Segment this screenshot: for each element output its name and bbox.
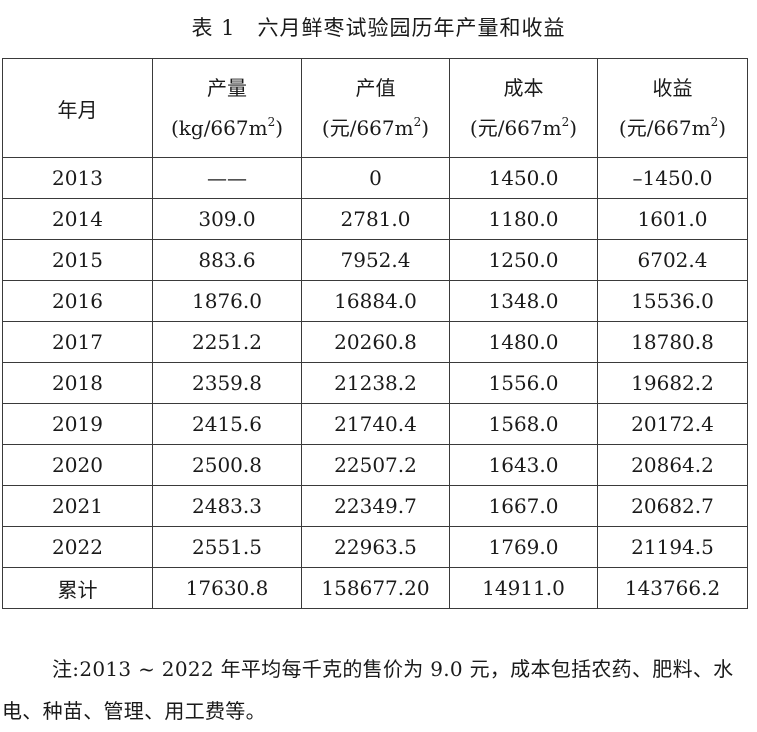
cell-year: 累计 (2, 567, 153, 609)
table-number: 表 1 (191, 16, 236, 40)
table-row: 2016 1876.0 16884.0 1348.0 15536.0 (2, 280, 748, 322)
cell-output-value: 2781.0 (301, 198, 450, 240)
cell-profit: 1601.0 (597, 198, 748, 240)
cell-cost: 1480.0 (449, 321, 598, 363)
table-row: 2015 883.6 7952.4 1250.0 6702.4 (2, 239, 748, 281)
header-unit: (kg/667m2) (170, 115, 284, 140)
cell-profit: –1450.0 (597, 157, 748, 199)
header-year: 年月 (2, 58, 153, 158)
cell-cost: 14911.0 (449, 567, 598, 609)
table-row: 2019 2415.6 21740.4 1568.0 20172.4 (2, 403, 748, 445)
header-name: 成本 (503, 76, 544, 100)
cell-profit: 19682.2 (597, 362, 748, 404)
header-profit: 收益 (元/667m2) (597, 58, 748, 158)
cell-cost: 1250.0 (449, 239, 598, 281)
cell-yield: 17630.8 (152, 567, 302, 609)
yield-revenue-table: 年月 产量 (kg/667m2) 产值 (元/667m2) 成本 (元/667m… (2, 58, 748, 609)
cell-cost: 1769.0 (449, 526, 598, 568)
cell-year: 2021 (2, 485, 153, 527)
table-row: 2020 2500.8 22507.2 1643.0 20864.2 (2, 444, 748, 486)
header-yield: 产量 (kg/667m2) (152, 58, 302, 158)
table-note: 注:2013 ~ 2022 年平均每千克的售价为 9.0 元，成本包括农药、肥料… (2, 657, 734, 723)
cell-profit: 20172.4 (597, 403, 748, 445)
cell-output-value: 0 (301, 157, 450, 199)
cell-year: 2014 (2, 198, 153, 240)
cell-output-value: 21238.2 (301, 362, 450, 404)
cell-yield: 2415.6 (152, 403, 302, 445)
table-row: 2018 2359.8 21238.2 1556.0 19682.2 (2, 362, 748, 404)
table-row: 2014 309.0 2781.0 1180.0 1601.0 (2, 198, 748, 240)
table-total-row: 累计 17630.8 158677.20 14911.0 143766.2 (2, 567, 748, 609)
table-caption: 表 1 六月鲜枣试验园历年产量和收益 (0, 12, 757, 42)
header-unit: (元/667m2) (618, 115, 727, 140)
cell-cost: 1348.0 (449, 280, 598, 322)
cell-output-value: 158677.20 (301, 567, 450, 609)
table-title: 六月鲜枣试验园历年产量和收益 (257, 16, 566, 40)
cell-cost: 1556.0 (449, 362, 598, 404)
cell-yield: 883.6 (152, 239, 302, 281)
cell-profit: 18780.8 (597, 321, 748, 363)
cell-profit: 21194.5 (597, 526, 748, 568)
table-header-row: 年月 产量 (kg/667m2) 产值 (元/667m2) 成本 (元/667m… (2, 58, 748, 158)
header-output-value: 产值 (元/667m2) (301, 58, 450, 158)
cell-profit: 6702.4 (597, 239, 748, 281)
header-name: 收益 (652, 76, 693, 100)
cell-year: 2013 (2, 157, 153, 199)
header-name: 年月 (57, 97, 98, 122)
cell-yield: 2500.8 (152, 444, 302, 486)
cell-output-value: 20260.8 (301, 321, 450, 363)
header-unit: (元/667m2) (321, 115, 430, 140)
cell-cost: 1180.0 (449, 198, 598, 240)
table-body: 2013 —— 0 1450.0 –1450.0 2014 309.0 2781.0 1180.… (2, 157, 748, 609)
cell-profit: 15536.0 (597, 280, 748, 322)
cell-yield: 1876.0 (152, 280, 302, 322)
cell-year: 2015 (2, 239, 153, 281)
cell-year: 2019 (2, 403, 153, 445)
cell-yield: —— (152, 157, 302, 199)
cell-year: 2020 (2, 444, 153, 486)
header-cost: 成本 (元/667m2) (449, 58, 598, 158)
cell-output-value: 16884.0 (301, 280, 450, 322)
cell-yield: 309.0 (152, 198, 302, 240)
cell-profit: 143766.2 (597, 567, 748, 609)
cell-year: 2016 (2, 280, 153, 322)
header-name: 产值 (355, 76, 396, 100)
cell-cost: 1667.0 (449, 485, 598, 527)
cell-output-value: 21740.4 (301, 403, 450, 445)
table-row: 2021 2483.3 22349.7 1667.0 20682.7 (2, 485, 748, 527)
cell-yield: 2359.8 (152, 362, 302, 404)
cell-output-value: 22349.7 (301, 485, 450, 527)
cell-cost: 1568.0 (449, 403, 598, 445)
table-row: 2022 2551.5 22963.5 1769.0 21194.5 (2, 526, 748, 568)
cell-cost: 1643.0 (449, 444, 598, 486)
cell-year: 2017 (2, 321, 153, 363)
header-name: 产量 (207, 76, 247, 100)
table-row: 2013 —— 0 1450.0 –1450.0 (2, 157, 748, 199)
cell-output-value: 22963.5 (301, 526, 450, 568)
cell-output-value: 7952.4 (301, 239, 450, 281)
cell-year: 2018 (2, 362, 153, 404)
cell-profit: 20864.2 (597, 444, 748, 486)
table-row: 2017 2251.2 20260.8 1480.0 18780.8 (2, 321, 748, 363)
cell-yield: 2483.3 (152, 485, 302, 527)
cell-yield: 2251.2 (152, 321, 302, 363)
cell-profit: 20682.7 (597, 485, 748, 527)
header-unit: (元/667m2) (469, 115, 578, 140)
cell-output-value: 22507.2 (301, 444, 450, 486)
cell-year: 2022 (2, 526, 153, 568)
cell-yield: 2551.5 (152, 526, 302, 568)
cell-cost: 1450.0 (449, 157, 598, 199)
